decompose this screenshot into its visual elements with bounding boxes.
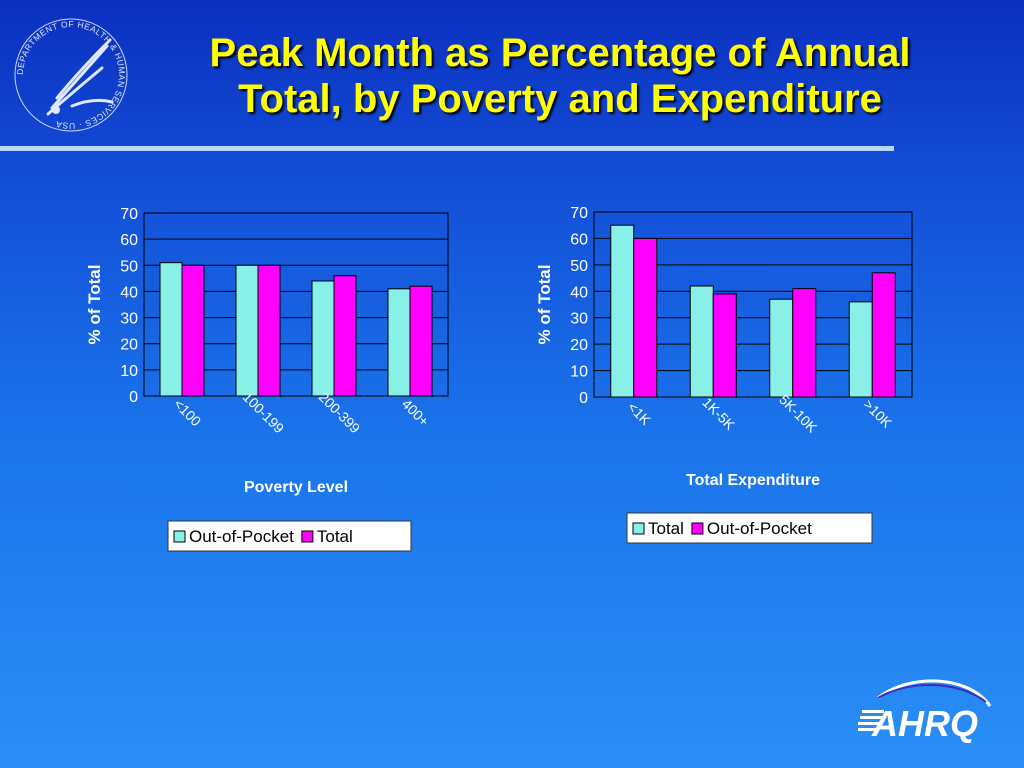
- y-axis-label: % of Total: [85, 265, 104, 345]
- ahrq-logo-icon: AHRQ: [858, 679, 992, 744]
- title-line-1: Peak Month as Percentage of Annual: [209, 31, 911, 75]
- bar-total-2: [769, 298, 794, 398]
- y-tick-label: 0: [129, 389, 138, 406]
- legend-swatch-out-of-pocket: [691, 522, 704, 535]
- bar-total-1: [689, 285, 714, 398]
- y-tick-label: 20: [570, 337, 588, 354]
- legend-label-total: Total: [317, 527, 353, 546]
- legend-swatch-total: [632, 522, 645, 535]
- y-tick-label: 50: [570, 258, 588, 275]
- hhs-seal-icon: DEPARTMENT OF HEALTH & HUMAN SERVICES · …: [14, 18, 128, 132]
- y-tick-label: 20: [120, 337, 138, 354]
- slide-title: Peak Month as Percentage of Annual Total…: [120, 30, 1000, 122]
- legend: [167, 520, 412, 552]
- legend-label-out-of-pocket: Out-of-Pocket: [189, 527, 294, 546]
- y-tick-label: 50: [120, 258, 138, 275]
- bar-total-3: [848, 301, 873, 398]
- legend-label-total: Total: [648, 519, 684, 538]
- x-axis-label: Poverty Level: [244, 479, 348, 496]
- title-divider: [0, 146, 894, 151]
- legend-label-out-of-pocket: Out-of-Pocket: [707, 519, 812, 538]
- bar-total-0: [181, 264, 205, 397]
- y-tick-label: 30: [120, 311, 138, 328]
- x-tick-label: 5K-10K: [776, 391, 821, 436]
- y-tick-label: 60: [570, 231, 588, 248]
- bar-out-of-pocket-2: [792, 288, 817, 398]
- title-line-2: Total, by Poverty and Expenditure: [238, 77, 882, 121]
- x-tick-label: >10K: [860, 396, 895, 431]
- bar-total-1: [257, 264, 281, 397]
- y-tick-label: 70: [120, 206, 138, 223]
- x-axis-label: Total Expenditure: [686, 472, 820, 489]
- bar-out-of-pocket-1: [712, 293, 737, 398]
- bar-total-3: [409, 285, 433, 397]
- y-tick-label: 60: [120, 232, 138, 249]
- x-tick-label: 1K-5K: [699, 394, 738, 433]
- legend: [626, 512, 873, 544]
- y-tick-label: 40: [570, 284, 588, 301]
- y-tick-label: 10: [570, 364, 588, 381]
- y-tick-label: 30: [570, 311, 588, 328]
- y-axis-label: % of Total: [535, 265, 554, 345]
- bar-out-of-pocket-3: [871, 272, 896, 398]
- x-tick-label: <1K: [625, 399, 655, 429]
- ahrq-logo-text: AHRQ: [871, 703, 978, 744]
- y-tick-label: 0: [579, 390, 588, 407]
- y-tick-label: 10: [120, 363, 138, 380]
- bar-out-of-pocket-0: [633, 237, 658, 398]
- y-tick-label: 40: [120, 284, 138, 301]
- bar-total-2: [333, 275, 357, 397]
- legend-swatch-out-of-pocket: [173, 530, 186, 543]
- bar-total-0: [610, 224, 635, 398]
- legend-swatch-total: [301, 530, 314, 543]
- y-tick-label: 70: [570, 205, 588, 222]
